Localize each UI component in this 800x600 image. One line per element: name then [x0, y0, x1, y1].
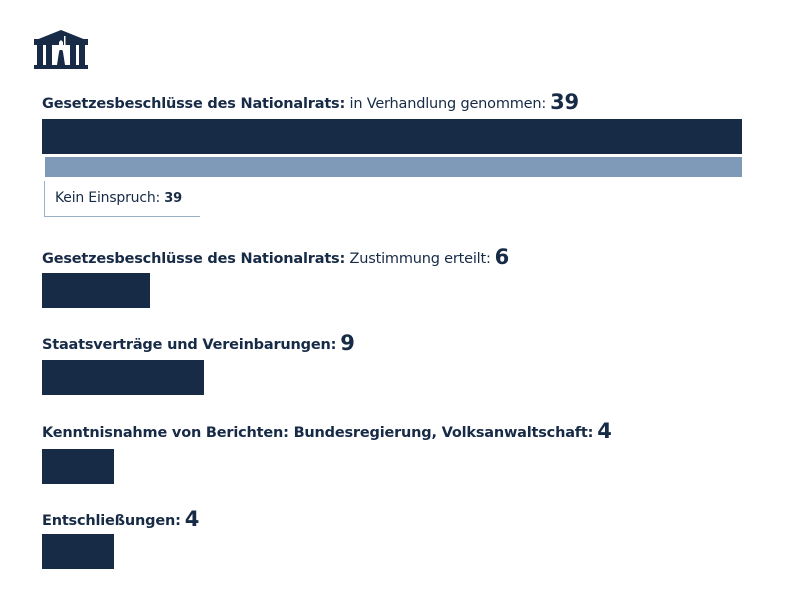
- value: 4: [184, 507, 200, 531]
- item-label-in-verhandlung: Gesetzesbeschlüsse des Nationalrats: in …: [42, 92, 579, 114]
- item-label-staatsvertraege: Staatsverträge und Vereinbarungen: 9: [42, 333, 355, 355]
- value: 9: [340, 331, 355, 355]
- item-label-zustimmung: Gesetzesbeschlüsse des Nationalrats: Zus…: [42, 247, 509, 269]
- label-bold: Staatsverträge und Vereinbarungen:: [42, 337, 337, 353]
- parliament-building-icon: [34, 30, 88, 69]
- bar-kein-einspruch: [45, 157, 742, 177]
- value: 6: [494, 245, 510, 269]
- value: 39: [550, 90, 579, 114]
- item-label-kenntnisnahme: Kenntnisnahme von Berichten: Bundesregie…: [42, 421, 612, 443]
- bar-zustimmung: [42, 273, 150, 308]
- label-bold: Gesetzesbeschlüsse des Nationalrats:: [42, 251, 346, 267]
- bar-kenntnisnahme: [42, 449, 114, 484]
- sub-label-value: 39: [164, 191, 182, 206]
- label-bold: Entschließungen:: [42, 513, 181, 529]
- label-bold: Kenntnisnahme von Berichten: Bundesregie…: [42, 425, 594, 441]
- bar-in-verhandlung: [42, 119, 742, 154]
- label-bold: Gesetzesbeschlüsse des Nationalrats:: [42, 96, 346, 112]
- sub-label-kein-einspruch: Kein Einspruch: 39: [55, 190, 182, 206]
- bar-staatsvertraege: [42, 360, 204, 395]
- label-normal: Zustimmung erteilt:: [345, 251, 491, 267]
- value: 4: [597, 419, 612, 443]
- sub-label-text: Kein Einspruch:: [55, 190, 161, 206]
- item-label-entschliessungen: Entschließungen: 4: [42, 509, 199, 531]
- sub-label-callout: Kein Einspruch: 39: [44, 181, 200, 217]
- label-normal: in Verhandlung genommen:: [345, 96, 547, 112]
- bar-entschliessungen: [42, 534, 114, 569]
